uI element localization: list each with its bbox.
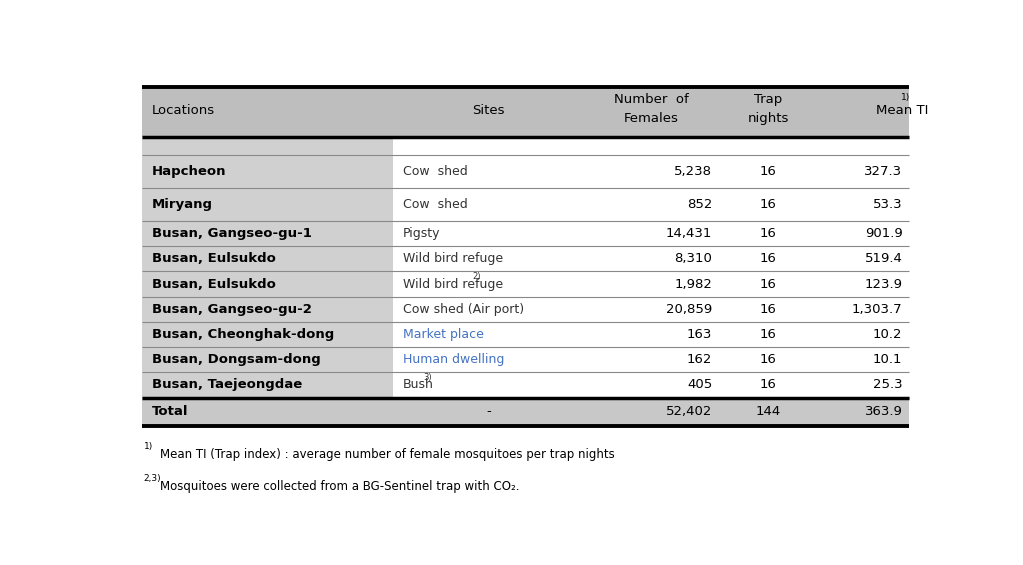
Text: 405: 405 (686, 379, 712, 392)
Text: -: - (486, 405, 491, 418)
Bar (142, 137, 394, 155)
Text: 144: 144 (755, 405, 781, 418)
Bar (142, 322, 394, 347)
Text: 3): 3) (422, 373, 432, 381)
Text: 163: 163 (686, 328, 712, 341)
Text: 25.3: 25.3 (873, 379, 902, 392)
Text: Mean TI: Mean TI (876, 104, 928, 117)
Text: 8,310: 8,310 (674, 253, 712, 266)
Text: Cow  shed: Cow shed (403, 198, 468, 211)
Text: 901.9: 901.9 (864, 227, 902, 240)
Text: Bush: Bush (403, 379, 434, 392)
Text: Mosquitoes were collected from a BG-Sentinel trap with CO₂.: Mosquitoes were collected from a BG-Sent… (160, 480, 519, 493)
Text: Trap: Trap (754, 93, 783, 106)
Bar (142, 246, 394, 271)
Text: Pigsty: Pigsty (403, 227, 441, 240)
Bar (142, 297, 394, 322)
Text: 52,402: 52,402 (666, 405, 712, 418)
Bar (142, 347, 394, 372)
Text: Busan, Eulsukdo: Busan, Eulsukdo (151, 253, 275, 266)
Bar (142, 88, 908, 137)
Text: 16: 16 (760, 277, 776, 290)
Text: Number  of: Number of (614, 93, 688, 106)
Bar (142, 155, 394, 188)
Text: 2,3): 2,3) (143, 475, 162, 484)
Text: 16: 16 (760, 253, 776, 266)
Text: 14,431: 14,431 (666, 227, 712, 240)
Bar (142, 372, 394, 398)
Text: 10.2: 10.2 (873, 328, 902, 341)
Text: Busan, Dongsam-dong: Busan, Dongsam-dong (151, 353, 320, 366)
Text: 16: 16 (760, 379, 776, 392)
Text: Human dwelling: Human dwelling (403, 353, 504, 366)
Text: Busan, Taejeongdae: Busan, Taejeongdae (151, 379, 302, 392)
Text: Busan, Gangseo-gu-2: Busan, Gangseo-gu-2 (151, 303, 312, 316)
Text: 327.3: 327.3 (864, 165, 902, 178)
Text: 363.9: 363.9 (864, 405, 902, 418)
Text: Wild bird refuge: Wild bird refuge (403, 253, 503, 266)
Text: Total: Total (151, 405, 188, 418)
Text: Wild bird refuge: Wild bird refuge (403, 277, 503, 290)
Text: Locations: Locations (151, 104, 215, 117)
Text: 16: 16 (760, 328, 776, 341)
Text: 2): 2) (473, 272, 481, 281)
Bar (142, 398, 908, 426)
Text: 16: 16 (760, 227, 776, 240)
Text: Sites: Sites (473, 104, 505, 117)
Text: 16: 16 (760, 198, 776, 211)
Text: Cow  shed: Cow shed (403, 165, 468, 178)
Bar (142, 188, 394, 221)
Text: 16: 16 (760, 303, 776, 316)
Text: 1,303.7: 1,303.7 (852, 303, 902, 316)
Text: Busan, Eulsukdo: Busan, Eulsukdo (151, 277, 275, 290)
Bar (142, 221, 394, 246)
Text: nights: nights (748, 112, 789, 125)
Text: Hapcheon: Hapcheon (151, 165, 226, 178)
Text: Cow shed (Air port): Cow shed (Air port) (403, 303, 524, 316)
Text: 16: 16 (760, 165, 776, 178)
Text: Busan, Gangseo-gu-1: Busan, Gangseo-gu-1 (151, 227, 312, 240)
Text: 519.4: 519.4 (864, 253, 902, 266)
Text: 1,982: 1,982 (674, 277, 712, 290)
Text: 20,859: 20,859 (666, 303, 712, 316)
Text: 5,238: 5,238 (674, 165, 712, 178)
Text: Mean TI (Trap index) : average number of female mosquitoes per trap nights: Mean TI (Trap index) : average number of… (160, 447, 615, 460)
Text: 1): 1) (143, 442, 153, 451)
Text: 852: 852 (686, 198, 712, 211)
Text: Miryang: Miryang (151, 198, 213, 211)
Text: Market place: Market place (403, 328, 484, 341)
Text: 162: 162 (686, 353, 712, 366)
Text: 53.3: 53.3 (873, 198, 902, 211)
Text: 10.1: 10.1 (873, 353, 902, 366)
Text: 123.9: 123.9 (864, 277, 902, 290)
Bar (142, 271, 394, 297)
Text: 1): 1) (901, 93, 910, 102)
Text: 16: 16 (760, 353, 776, 366)
Text: Busan, Cheonghak-dong: Busan, Cheonghak-dong (151, 328, 333, 341)
Text: Females: Females (624, 112, 678, 125)
